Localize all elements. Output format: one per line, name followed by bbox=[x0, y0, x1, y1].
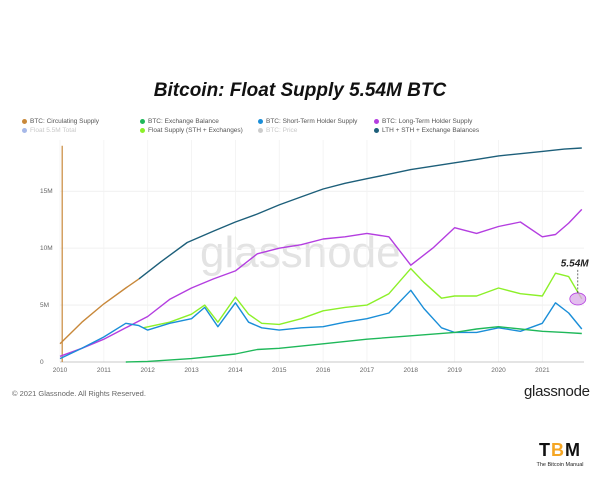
legend-item[interactable]: BTC: Long-Term Holder Supply bbox=[374, 118, 472, 125]
legend-swatch bbox=[374, 128, 379, 133]
series-line bbox=[59, 208, 583, 357]
legend-label: BTC: Short-Term Holder Supply bbox=[266, 118, 358, 125]
tbm-subtitle: The Bitcoin Manual bbox=[536, 462, 584, 468]
legend-swatch bbox=[22, 128, 27, 133]
legend-swatch bbox=[140, 119, 145, 124]
series-line bbox=[143, 267, 583, 329]
legend-label: Float Supply (STH + Exchanges) bbox=[148, 127, 243, 134]
legend-item[interactable]: BTC: Short-Term Holder Supply bbox=[258, 118, 357, 125]
x-tick-label: 2021 bbox=[535, 367, 550, 374]
annotation-highlight bbox=[569, 292, 587, 306]
x-tick-label: 2010 bbox=[53, 367, 68, 374]
legend-swatch bbox=[22, 119, 27, 124]
legend-label: BTC: Price bbox=[266, 127, 298, 134]
y-tick-label: 15M bbox=[40, 188, 53, 195]
legend-item[interactable]: BTC: Exchange Balance bbox=[140, 118, 219, 125]
legend-item[interactable]: Float 5.5M Total bbox=[22, 127, 76, 134]
series-line bbox=[59, 289, 583, 360]
x-tick-label: 2013 bbox=[184, 367, 199, 374]
x-tick-label: 2011 bbox=[97, 367, 111, 374]
legend-label: Float 5.5M Total bbox=[30, 127, 77, 134]
series-line bbox=[138, 147, 582, 280]
legend-label: LTH + STH + Exchange Balances bbox=[382, 127, 480, 134]
x-tick-label: 2020 bbox=[491, 367, 506, 374]
tbm-logo-mark: TBM bbox=[539, 440, 581, 460]
legend-label: BTC: Circulating Supply bbox=[30, 118, 99, 125]
legend-label: BTC: Exchange Balance bbox=[148, 118, 219, 125]
chart-title: Bitcoin: Float Supply 5.54M BTC bbox=[153, 80, 447, 101]
legend-item[interactable]: LTH + STH + Exchange Balances bbox=[374, 127, 479, 134]
chart-legend: BTC: Circulating Supply BTC: Exchange Bal… bbox=[22, 118, 582, 142]
x-tick-label: 2012 bbox=[140, 367, 155, 374]
legend-swatch bbox=[140, 128, 145, 133]
legend-item[interactable]: Float Supply (STH + Exchanges) bbox=[140, 127, 243, 134]
legend-item[interactable]: BTC: Circulating Supply bbox=[22, 118, 99, 125]
copyright-text: © 2021 Glassnode. All Rights Reserved. bbox=[12, 389, 146, 398]
x-tick-label: 2017 bbox=[360, 367, 375, 374]
legend-swatch bbox=[258, 119, 263, 124]
y-tick-label: 0 bbox=[40, 359, 44, 366]
legend-label: BTC: Long-Term Holder Supply bbox=[382, 118, 473, 125]
x-tick-label: 2019 bbox=[447, 367, 462, 374]
x-tick-label: 2014 bbox=[228, 367, 243, 374]
series-line bbox=[59, 278, 140, 345]
series-line bbox=[125, 326, 582, 363]
legend-swatch bbox=[374, 119, 379, 124]
y-tick-label: 10M bbox=[40, 245, 53, 252]
annotation-label: 5.54M bbox=[561, 258, 589, 269]
x-tick-label: 2016 bbox=[316, 367, 331, 374]
legend-swatch bbox=[258, 128, 263, 133]
tbm-logo: TBM The Bitcoin Manual bbox=[520, 440, 600, 468]
y-tick-label: 5M bbox=[40, 302, 49, 309]
legend-item[interactable]: BTC: Price bbox=[258, 127, 297, 134]
glassnode-logo: glassnode bbox=[524, 383, 590, 400]
x-tick-label: 2015 bbox=[272, 367, 287, 374]
x-tick-label: 2018 bbox=[404, 367, 419, 374]
